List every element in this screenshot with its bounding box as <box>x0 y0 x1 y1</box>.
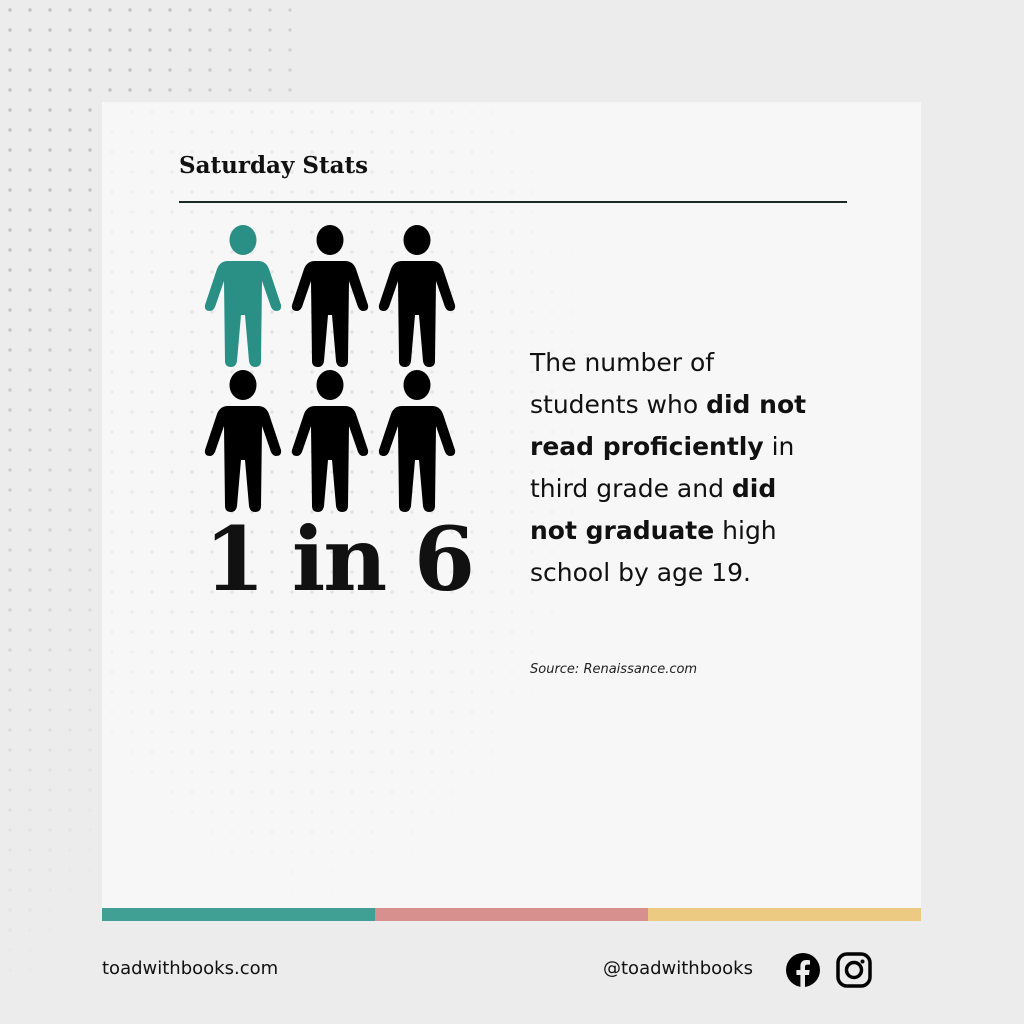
description-text: high school by age 19. <box>530 516 777 587</box>
color-bar-segment <box>375 908 648 921</box>
person-icon <box>291 225 369 367</box>
emphasis-text: did not read proficiently <box>530 390 807 461</box>
color-bar-segment <box>102 908 375 921</box>
description-text: in third grade and <box>530 432 795 503</box>
color-bar <box>102 908 921 921</box>
emphasis-text: did not graduate <box>530 474 777 545</box>
person-icon <box>378 225 456 367</box>
stat-headline: 1 in 6 <box>204 507 475 611</box>
stat-description: The number of students who did not read … <box>530 342 830 594</box>
facebook-icon[interactable] <box>785 952 821 988</box>
person-icon <box>204 370 282 512</box>
color-bar-segment <box>648 908 921 921</box>
social-handle[interactable]: @toadwithbooks <box>603 958 753 979</box>
instagram-icon[interactable] <box>836 952 872 988</box>
divider <box>179 201 847 203</box>
dot-pattern <box>102 102 602 908</box>
person-icon <box>378 370 456 512</box>
stat-card: Saturday Stats 1 in 6 The number of stud… <box>102 102 921 908</box>
website-link[interactable]: toadwithbooks.com <box>102 958 279 979</box>
page-title: Saturday Stats <box>179 152 369 179</box>
description-text: The number of students who <box>530 348 715 419</box>
source-text: Source: Renaissance.com <box>530 662 698 677</box>
person-icon-highlighted <box>204 225 282 367</box>
person-icon <box>291 370 369 512</box>
